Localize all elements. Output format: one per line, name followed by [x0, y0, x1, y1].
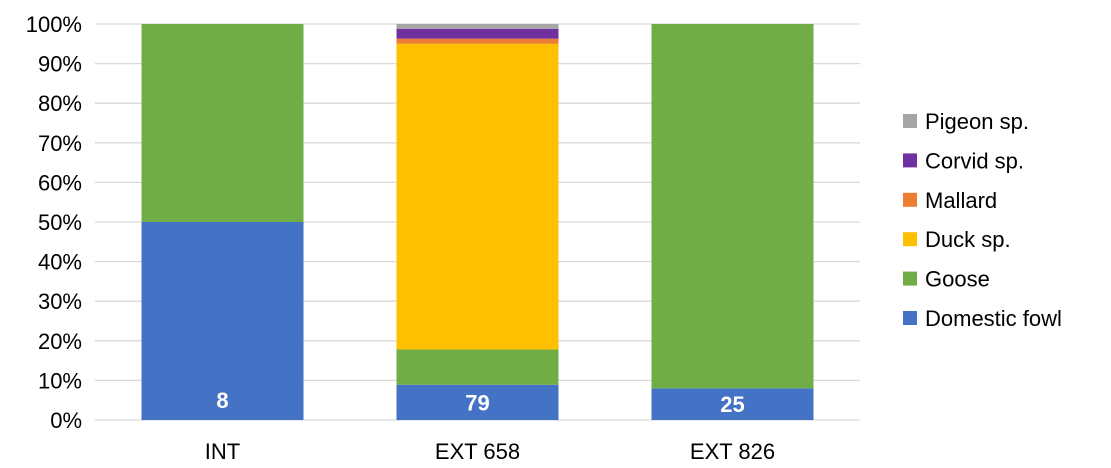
- legend-item: Domestic fowl: [903, 306, 1062, 331]
- bar-segment-pigeon-sp: [396, 24, 559, 29]
- bar-segment-corvid-sp: [396, 28, 559, 39]
- bar-segment-domestic-fowl: [141, 222, 304, 420]
- legend-item: Pigeon sp.: [903, 109, 1029, 134]
- legend-item: Duck sp.: [903, 227, 1011, 252]
- legend-swatch: [903, 192, 917, 207]
- data-label: 79: [465, 390, 489, 415]
- y-tick-label: 90%: [38, 52, 82, 77]
- x-tick-label: EXT 826: [690, 439, 775, 464]
- x-tick-label: INT: [205, 439, 240, 464]
- legend-swatch: [903, 232, 917, 247]
- bar-segment-duck-sp: [396, 43, 559, 350]
- y-tick-label: 100%: [26, 12, 82, 37]
- legend: Pigeon sp. Corvid sp. Mallard Duck sp. Goose…: [903, 109, 1062, 331]
- legend-label: Mallard: [925, 188, 997, 213]
- x-axis: INT EXT 658 EXT 826: [205, 439, 775, 464]
- bar-segment-goose: [396, 349, 559, 385]
- bar-segment-domestic-fowl: [651, 388, 814, 420]
- bars: [141, 24, 814, 420]
- bar-segment-goose: [141, 24, 304, 222]
- data-label: 8: [216, 388, 228, 413]
- y-tick-label: 60%: [38, 170, 82, 195]
- legend-label: Duck sp.: [925, 227, 1011, 252]
- data-labels: 8 79 25: [216, 388, 744, 417]
- legend-label: Pigeon sp.: [925, 109, 1029, 134]
- y-tick-label: 50%: [38, 210, 82, 235]
- bar-segment-goose: [651, 24, 814, 389]
- data-label: 25: [720, 392, 744, 417]
- y-axis: 0% 10% 20% 30% 40% 50% 60% 70% 80% 90% 100%: [26, 12, 82, 433]
- bar-segment-domestic-fowl: [396, 384, 559, 420]
- legend-swatch: [903, 311, 917, 325]
- bar-segment-mallard: [396, 38, 559, 44]
- legend-swatch: [903, 153, 917, 168]
- legend-swatch: [903, 271, 917, 286]
- y-tick-label: 10%: [38, 368, 82, 393]
- legend-item: Goose: [903, 267, 990, 292]
- y-tick-label: 80%: [38, 91, 82, 116]
- legend-swatch: [903, 114, 917, 128]
- y-tick-label: 70%: [38, 131, 82, 156]
- y-tick-label: 0%: [50, 408, 82, 433]
- legend-label: Corvid sp.: [925, 148, 1024, 173]
- legend-label: Goose: [925, 267, 990, 292]
- y-tick-label: 40%: [38, 250, 82, 275]
- legend-item: Mallard: [903, 188, 997, 213]
- legend-item: Corvid sp.: [903, 148, 1024, 173]
- y-tick-label: 20%: [38, 329, 82, 354]
- y-tick-label: 30%: [38, 289, 82, 314]
- x-tick-label: EXT 658: [435, 439, 520, 464]
- legend-label: Domestic fowl: [925, 306, 1062, 331]
